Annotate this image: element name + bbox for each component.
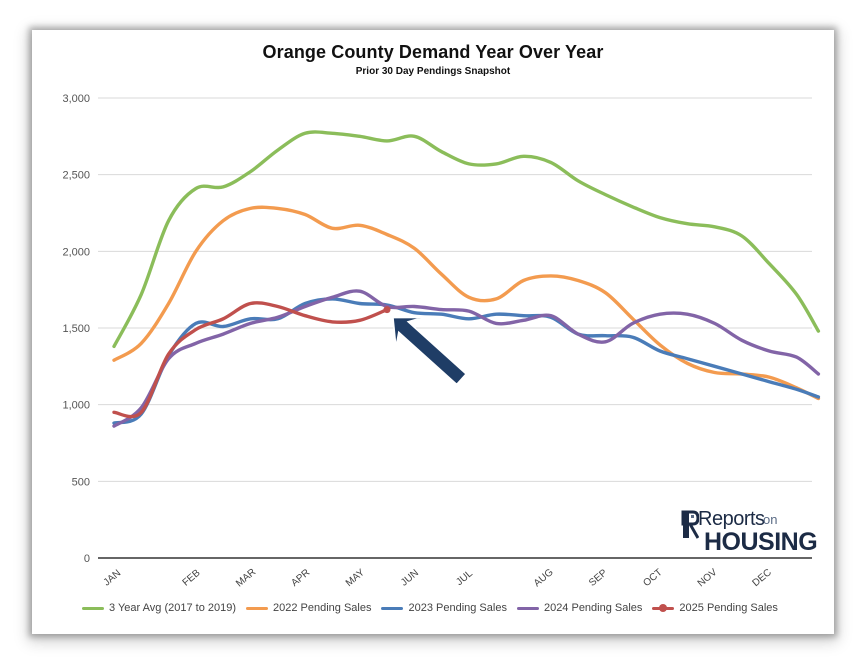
y-tick-label: 1,000 xyxy=(62,400,90,412)
y-tick-label: 0 xyxy=(84,553,90,565)
series-line-1 xyxy=(112,205,821,401)
reports-on-housing-logo: Reports on HOUSING xyxy=(680,508,820,558)
legend-label: 2025 Pending Sales xyxy=(679,602,778,615)
x-tick-label: SEP xyxy=(587,567,610,589)
legend-label: 2024 Pending Sales xyxy=(543,602,643,615)
logo-reports-text: Reports xyxy=(698,508,765,530)
legend-item-4: 2025 Pending Sales xyxy=(652,602,778,615)
x-tick-label: AUG xyxy=(532,567,556,589)
series-line-0 xyxy=(112,130,821,349)
x-tick-label: JUL xyxy=(454,568,475,588)
legend-swatch xyxy=(246,606,269,610)
chart-title: Orange County Demand Year Over Year xyxy=(262,42,604,62)
legend-label: 2023 Pending Sales xyxy=(408,602,507,615)
y-tick-label: 3,000 xyxy=(62,93,90,105)
logo-on-text: on xyxy=(763,512,778,527)
series-line-4 xyxy=(112,301,389,419)
x-tick-label: OCT xyxy=(641,567,664,589)
x-tick-label: DEC xyxy=(751,567,774,589)
y-tick-label: 2,000 xyxy=(62,246,90,258)
legend-item-1: 2022 Pending Sales xyxy=(246,602,371,614)
x-tick-label: APR xyxy=(289,567,312,589)
x-tick-label: JAN xyxy=(102,568,124,589)
legend-swatch xyxy=(516,606,539,610)
series-line-3 xyxy=(112,289,821,428)
y-tick-label: 1,500 xyxy=(62,323,90,335)
x-tick-label: JUN xyxy=(399,568,421,589)
legend-item-3: 2024 Pending Sales xyxy=(516,602,643,615)
chart-frame: Orange County Demand Year Over Year Prio… xyxy=(32,30,834,634)
gridlines xyxy=(98,97,812,559)
legend-label: 3 Year Avg (2017 to 2019) xyxy=(109,602,237,615)
chart-legend: 3 Year Avg (2017 to 2019) 2022 Pending Sa… xyxy=(82,602,788,618)
arrow-annotation xyxy=(392,316,468,386)
house-r-icon xyxy=(681,510,699,539)
legend-swatch xyxy=(82,606,104,610)
legend-swatch xyxy=(652,603,675,612)
x-tick-label: MAR xyxy=(234,567,258,590)
series-lines xyxy=(112,130,821,428)
legend-item-0: 3 Year Avg (2017 to 2019) xyxy=(82,602,236,614)
legend-label: 2022 Pending Sales xyxy=(273,602,372,615)
x-axis-ticks: JAN FEB MAR APR MAY JUN JUL AUG SEP OCT NOV DEC xyxy=(102,567,774,590)
y-tick-label: 500 xyxy=(72,476,90,488)
x-tick-label: MAY xyxy=(344,567,367,589)
chart-subtitle: Prior 30 Day Pendings Snapshot xyxy=(355,66,511,77)
legend-item-2: 2023 Pending Sales xyxy=(381,602,507,615)
logo-housing-text: HOUSING xyxy=(704,528,818,556)
x-tick-label: NOV xyxy=(696,567,720,590)
annotation xyxy=(392,316,468,386)
y-axis-ticks: 0 500 1,000 1,500 2,000 2,500 3,000 xyxy=(62,93,90,565)
x-tick-label: FEB xyxy=(181,567,203,588)
series-end-marker xyxy=(383,306,391,314)
legend-swatch xyxy=(381,606,404,610)
y-tick-label: 2,500 xyxy=(62,170,90,182)
line-chart: 0 500 1,000 1,500 2,000 2,500 3,000 JAN FEB MAR A… xyxy=(62,93,821,590)
series-line-2 xyxy=(112,297,821,425)
